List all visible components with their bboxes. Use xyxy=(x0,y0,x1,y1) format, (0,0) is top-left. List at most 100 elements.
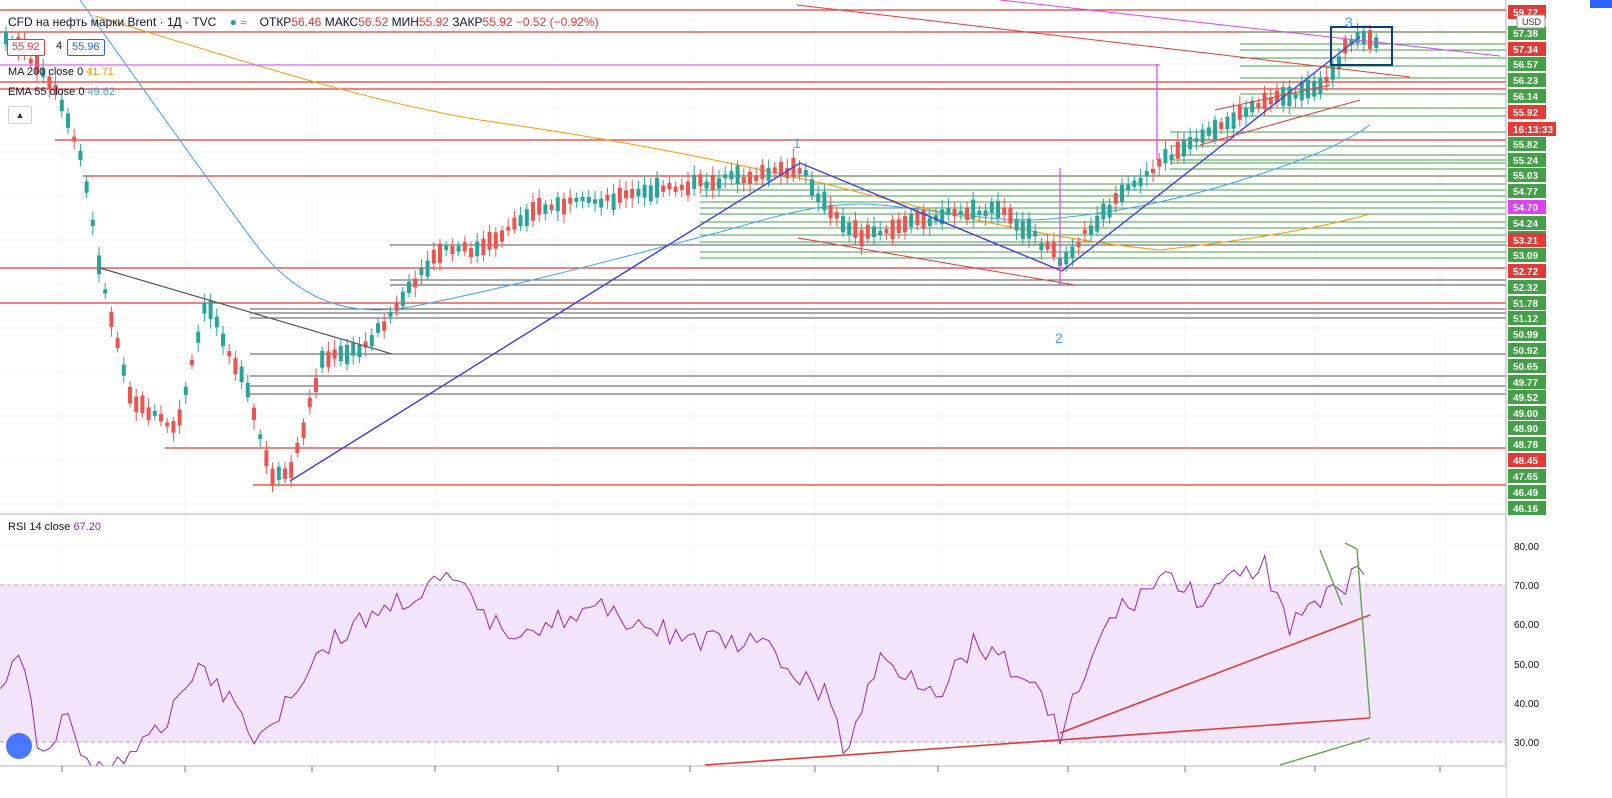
price-axis-label-10: 55.03 xyxy=(1508,168,1546,182)
ma200-legend[interactable]: MA 200 close 0 41.71 xyxy=(8,66,114,78)
svg-text:49.77: 49.77 xyxy=(1513,378,1538,389)
svg-text:47.65: 47.65 xyxy=(1513,472,1538,483)
open-label: ОТКР xyxy=(259,15,292,29)
svg-text:51.12: 51.12 xyxy=(1513,314,1538,325)
alert-icon[interactable]: ≈ xyxy=(240,17,247,29)
price-axis-label-8: 55.82 xyxy=(1508,137,1546,151)
svg-text:46.16: 46.16 xyxy=(1513,504,1538,515)
ema55-label: EMA 55 close 0 xyxy=(8,86,85,98)
price-axis-label-31: 46.49 xyxy=(1508,485,1546,499)
rsi-axis-label-2: 60.00 xyxy=(1514,620,1539,631)
price-axis-label-26: 49.00 xyxy=(1508,406,1546,420)
price-axis-label-17: 52.72 xyxy=(1508,264,1546,278)
tradingview-logo-icon[interactable] xyxy=(6,733,32,759)
rsi-axis-label-0: 80.00 xyxy=(1514,542,1539,553)
svg-text:56.57: 56.57 xyxy=(1513,60,1538,71)
trend-lines xyxy=(0,0,1501,482)
svg-text:48.78: 48.78 xyxy=(1513,440,1538,451)
price-axis-label-18: 52.32 xyxy=(1508,280,1546,294)
open-value: 56.46 xyxy=(291,15,322,29)
svg-text:59.72: 59.72 xyxy=(1513,8,1538,19)
close-value: 55.92 xyxy=(482,15,513,29)
price-axis-label-9: 55.24 xyxy=(1508,153,1546,167)
rsi-axis[interactable]: 80.00 70.00 60.00 50.00 40.00 30.00 xyxy=(1514,542,1539,749)
collapse-legend-button[interactable]: ▲ xyxy=(8,106,32,124)
svg-text:50.65: 50.65 xyxy=(1513,362,1538,373)
price-axis-label-12: 54.70 xyxy=(1508,200,1546,214)
svg-text:54.24: 54.24 xyxy=(1513,219,1538,230)
svg-text:57.38: 57.38 xyxy=(1513,29,1538,40)
rsi-value: 67.20 xyxy=(73,521,101,533)
price-axis-label-7: 16:13:33 xyxy=(1508,122,1556,136)
svg-text:56.14: 56.14 xyxy=(1513,92,1538,103)
low-value: 55.92 xyxy=(418,15,449,29)
rsi-axis-label-5: 30.00 xyxy=(1514,738,1539,749)
svg-text:55.24: 55.24 xyxy=(1513,156,1538,167)
price-axis-label-21: 50.99 xyxy=(1508,327,1546,341)
price-axis[interactable]: 59.72 57.38 57.34 56.57 56.23 56.14 55.92 16:13… xyxy=(1505,0,1612,798)
rsi-pane[interactable] xyxy=(0,542,1506,771)
ma200-line xyxy=(94,15,1371,251)
price-axis-label-1: 57.38 xyxy=(1508,26,1546,40)
market-status-icon: ● xyxy=(229,15,237,29)
svg-text:49.00: 49.00 xyxy=(1513,409,1538,420)
rsi-band xyxy=(0,585,1506,742)
price-axis-label-28: 48.78 xyxy=(1508,437,1546,451)
spread-value: 4 xyxy=(56,40,63,52)
price-axis-label-19: 51.78 xyxy=(1508,296,1546,310)
price-pane[interactable]: 1 2 3 xyxy=(0,0,1506,493)
currency-badge[interactable] xyxy=(1516,14,1546,29)
price-axis-label-3: 56.57 xyxy=(1508,57,1546,71)
svg-text:50.99: 50.99 xyxy=(1513,330,1538,341)
currency-label: USD xyxy=(1522,17,1542,27)
wave-label-3: 3 xyxy=(1345,14,1353,30)
price-axis-label-24: 49.77 xyxy=(1508,375,1546,389)
svg-text:56.23: 56.23 xyxy=(1513,76,1538,87)
price-axis-label-23: 50.65 xyxy=(1508,359,1546,373)
svg-text:55.92: 55.92 xyxy=(1513,108,1538,119)
ma200-label: MA 200 close 0 xyxy=(8,66,84,78)
time-axis xyxy=(0,765,1506,798)
svg-text:54.70: 54.70 xyxy=(1513,203,1538,214)
svg-text:52.32: 52.32 xyxy=(1513,283,1538,294)
price-axis-label-13: 54.24 xyxy=(1508,216,1546,230)
svg-text:50.92: 50.92 xyxy=(1513,346,1538,357)
rsi-axis-label-1: 70.00 xyxy=(1514,581,1539,592)
ema55-value: 49.62 xyxy=(87,86,116,98)
price-axis-label-32: 46.16 xyxy=(1508,501,1546,515)
price-axis-label-27: 48.90 xyxy=(1508,421,1546,435)
ema55-legend[interactable]: EMA 55 close 0 49.62 xyxy=(8,86,115,98)
symbol-legend: CFD на нефть марки Brent · 1Д · TVC ● ≈ … xyxy=(8,15,599,29)
wave-label-2: 2 xyxy=(1055,330,1063,346)
rsi-legend[interactable]: RSI 14 close 67.20 xyxy=(8,521,101,533)
svg-text:16:13:33: 16:13:33 xyxy=(1513,125,1553,136)
rsi-label: RSI 14 close xyxy=(8,521,71,533)
svg-text:57.34: 57.34 xyxy=(1513,45,1538,56)
symbol-title[interactable]: CFD на нефть марки Brent · 1Д · TVC xyxy=(8,15,217,29)
bid-price-box[interactable]: 55.92 xyxy=(7,39,45,56)
rsi-line xyxy=(0,553,1365,771)
ma200-value: 41.71 xyxy=(86,66,114,78)
price-axis-label-2: 57.34 xyxy=(1508,42,1546,56)
change-value: −0.52 (−0.92%) xyxy=(515,15,599,29)
svg-text:52.72: 52.72 xyxy=(1513,267,1538,278)
price-axis-label-4: 56.23 xyxy=(1508,73,1546,87)
high-label: МАКС xyxy=(324,15,359,29)
svg-text:46.49: 46.49 xyxy=(1513,488,1538,499)
horizontal-levels xyxy=(0,9,1506,486)
price-axis-label-30: 47.65 xyxy=(1508,469,1546,483)
svg-text:55.03: 55.03 xyxy=(1513,171,1538,182)
price-axis-label-25: 49.52 xyxy=(1508,390,1546,404)
rsi-axis-label-3: 50.00 xyxy=(1514,660,1539,671)
svg-text:55.82: 55.82 xyxy=(1513,140,1538,151)
price-axis-label-22: 50.92 xyxy=(1508,343,1546,357)
wave-label-1: 1 xyxy=(793,135,801,151)
svg-text:53.21: 53.21 xyxy=(1513,236,1538,247)
svg-text:48.90: 48.90 xyxy=(1513,424,1538,435)
close-label: ЗАКР xyxy=(452,15,483,29)
svg-text:53.09: 53.09 xyxy=(1513,251,1538,262)
wave3-box[interactable] xyxy=(1330,26,1393,66)
ask-price-box[interactable]: 55.96 xyxy=(67,39,105,56)
price-axis-label-11: 54.77 xyxy=(1508,184,1546,198)
